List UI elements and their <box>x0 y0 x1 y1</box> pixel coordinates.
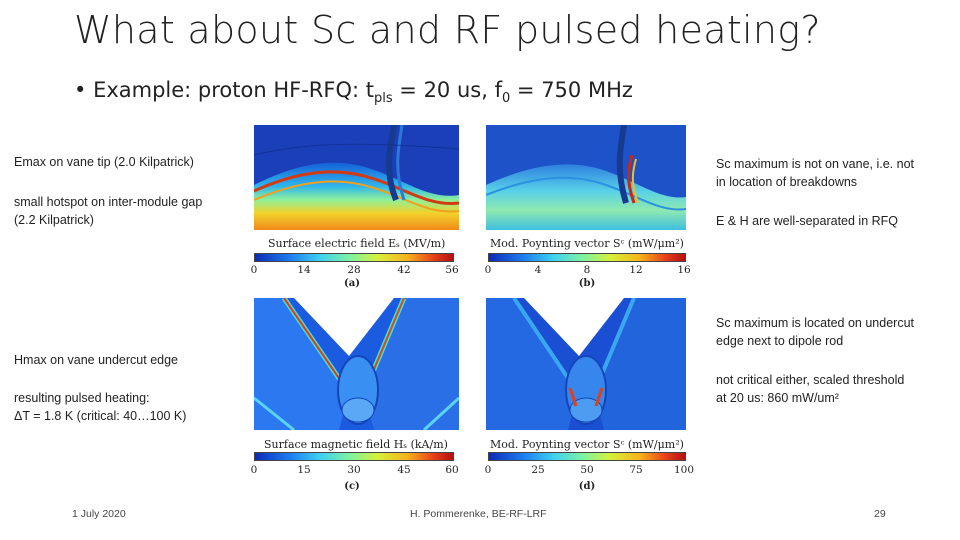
panel-b-tick: 8 <box>583 264 591 276</box>
poynting-map-b-image <box>485 124 687 230</box>
note-hotspot-line2: (2.2 Kilpatrick) <box>14 213 94 227</box>
footer-author: H. Pommerenke, BE-RF-LRF <box>410 508 547 520</box>
note-not-critical-line2: at 20 us: 860 mW/um² <box>716 391 839 405</box>
panel-a-tick: 28 <box>347 264 361 276</box>
slide-title: What about Sc and RF pulsed heating? <box>74 8 821 52</box>
note-hotspot-line1: small hotspot on inter-module gap <box>14 195 203 209</box>
note-sc-not-vane-line2: in location of breakdowns <box>716 175 858 189</box>
panel-d-tick: 25 <box>531 464 545 476</box>
note-sc-not-vane-line1: Sc maximum is not on vane, i.e. not <box>716 157 915 171</box>
panel-b-tick: 4 <box>534 264 542 276</box>
note-heating: resulting pulsed heating: ΔT = 1.8 K (cr… <box>14 389 186 425</box>
panel-d-tick: 75 <box>629 464 643 476</box>
note-emax: Emax on vane tip (2.0 Kilpatrick) <box>14 155 194 169</box>
panel-b-tick: 12 <box>629 264 643 276</box>
panel-a-title: Surface electric field Eₛ (MV/m) <box>268 237 446 250</box>
note-heating-line1: resulting pulsed heating: <box>14 391 150 405</box>
panel-c-colorbar <box>254 452 454 461</box>
panel-a-label: (a) <box>344 278 360 289</box>
note-hmax: Hmax on vane undercut edge <box>14 353 178 367</box>
panel-a-tick: 0 <box>250 264 258 276</box>
panel-d-tick: 100 <box>673 464 695 476</box>
footer-page-number: 29 <box>874 508 886 520</box>
panel-b-tick: 16 <box>677 264 691 276</box>
poynting-map-d-image <box>486 296 686 430</box>
panel-b-field-map <box>485 124 687 230</box>
note-sc-undercut-line1: Sc maximum is located on undercut <box>716 316 915 330</box>
panel-d-colorbar <box>488 452 686 461</box>
panel-c-tick: 60 <box>445 464 459 476</box>
example-bullet: • Example: proton HF-RFQ: tpls = 20 us, … <box>74 78 633 106</box>
panel-b-label: (b) <box>578 278 596 289</box>
footer-date: 1 July 2020 <box>72 508 126 520</box>
panel-d-title: Mod. Poynting vector Sᶜ (mW/μm²) <box>490 438 684 451</box>
panel-c-tick: 0 <box>250 464 258 476</box>
note-not-critical-line1: not critical either, scaled threshold <box>716 373 905 387</box>
panel-d-field-map <box>486 296 686 430</box>
note-sc-not-vane: Sc maximum is not on vane, i.e. not in l… <box>716 155 914 191</box>
panel-b-title: Mod. Poynting vector Sᶜ (mW/μm²) <box>490 237 684 250</box>
panel-c-label: (c) <box>344 481 360 492</box>
bullet-text-before: Example: proton HF-RFQ: t <box>93 78 374 102</box>
magnetic-field-map-image <box>253 296 461 432</box>
note-sc-undercut: Sc maximum is located on undercut edge n… <box>716 314 914 350</box>
panel-d-tick: 50 <box>580 464 594 476</box>
panel-b-colorbar <box>488 253 686 262</box>
electric-field-map-image <box>253 124 460 230</box>
bullet-sub-0: 0 <box>501 91 511 107</box>
bullet-text-mid: = 20 us, f <box>392 78 502 102</box>
panel-c-field-map <box>253 296 461 432</box>
panel-d-label: (d) <box>578 481 596 492</box>
panel-c-tick: 15 <box>297 464 311 476</box>
panel-a-colorbar <box>254 253 454 262</box>
panel-a-tick: 14 <box>297 264 311 276</box>
panel-d-tick: 0 <box>484 464 492 476</box>
note-not-critical: not critical either, scaled threshold at… <box>716 371 904 407</box>
panel-c-title: Surface magnetic field Hₛ (kA/m) <box>264 438 448 451</box>
panel-c-tick: 45 <box>397 464 411 476</box>
note-eh-separated: E & H are well-separated in RFQ <box>716 214 899 228</box>
note-heating-line2: ΔT = 1.8 K (critical: 40…100 K) <box>14 409 187 423</box>
note-sc-undercut-line2: edge next to dipole rod <box>716 334 844 348</box>
panel-c-tick: 30 <box>347 464 361 476</box>
bullet-sub-pls: pls <box>373 91 393 107</box>
bullet-marker: • <box>74 78 87 102</box>
panel-a-field-map <box>253 124 460 230</box>
panel-a-tick: 42 <box>397 264 411 276</box>
bullet-text-after: = 750 MHz <box>510 78 633 102</box>
panel-a-tick: 56 <box>445 264 459 276</box>
note-hotspot: small hotspot on inter-module gap (2.2 K… <box>14 193 202 229</box>
panel-b-tick: 0 <box>484 264 492 276</box>
